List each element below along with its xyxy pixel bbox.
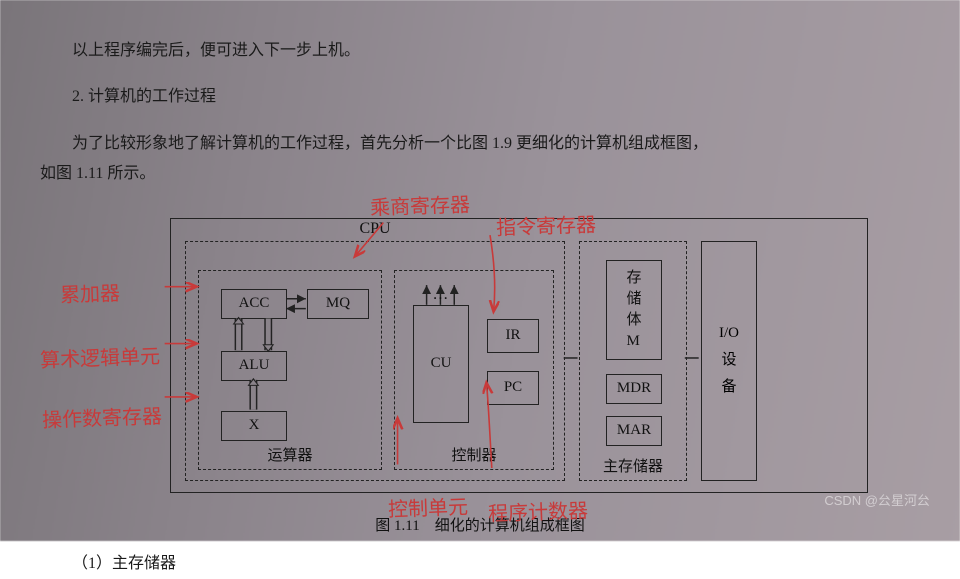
- alu-section: ACC MQ ALU X: [198, 270, 382, 470]
- mem-section-label: 主存储器: [580, 455, 686, 476]
- box-x: X: [221, 411, 287, 441]
- footer-line: （1）主存储器: [40, 549, 920, 579]
- cpu-frame: CPU ACC MQ ALU X: [185, 241, 565, 481]
- memory-section: 存 储 体 M MDR MAR 主存储器: [579, 241, 687, 481]
- box-pc: PC: [487, 371, 539, 405]
- note-cu: 控制单元: [388, 490, 469, 522]
- box-m: 存 储 体 M: [606, 260, 662, 360]
- watermark: CSDN @㕕星河㕕: [824, 490, 930, 509]
- svg-text:…: …: [433, 285, 449, 302]
- cu-section-label: 控制器: [395, 444, 553, 465]
- para-4: 如图 1.11 所示。: [40, 159, 920, 189]
- io-box: I/O 设 备: [701, 241, 757, 481]
- note-alu: 算术逻辑单元: [40, 339, 161, 372]
- alu-section-label: 运算器: [199, 444, 381, 465]
- box-mar: MAR: [606, 416, 662, 446]
- note-x: 操作数寄存器: [42, 399, 163, 432]
- box-mdr: MDR: [606, 374, 662, 404]
- note-acc: 累加器: [60, 277, 121, 308]
- box-acc: ACC: [221, 289, 287, 319]
- diagram: CPU ACC MQ ALU X: [170, 206, 810, 506]
- box-mq: MQ: [307, 289, 369, 319]
- para-1: 以上程序编完后，便可进入下一步上机。: [40, 36, 920, 66]
- note-mq: 乘商寄存器: [370, 188, 471, 220]
- para-2: 2. 计算机的工作过程: [40, 82, 920, 112]
- box-cu: CU: [413, 305, 469, 423]
- note-ir: 指令寄存器: [496, 208, 597, 240]
- box-ir: IR: [487, 319, 539, 353]
- io-label: I/O 设 备: [719, 320, 739, 401]
- cu-section: CU IR PC … 控制器: [394, 270, 554, 470]
- figure-caption: 图 1.11 细化的计算机组成框图: [40, 514, 920, 535]
- note-pc: 程序计数器: [488, 494, 589, 526]
- box-alu: ALU: [221, 351, 287, 381]
- outer-frame: CPU ACC MQ ALU X: [170, 218, 868, 493]
- para-3: 为了比较形象地了解计算机的工作过程，首先分析一个比图 1.9 更细化的计算机组成…: [40, 129, 920, 159]
